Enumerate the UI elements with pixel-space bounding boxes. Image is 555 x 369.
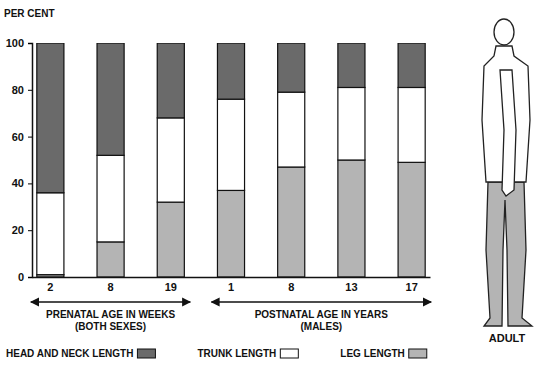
bar-segment: [97, 43, 124, 155]
bar-segment: [338, 160, 365, 277]
bar-segment: [37, 43, 64, 193]
figure-arm: [500, 70, 516, 196]
tick-label: 8: [288, 281, 294, 293]
group-label: POSTNATAL AGE IN YEARS: [255, 309, 389, 320]
group-bracket: [31, 301, 191, 302]
tick: 60: [12, 131, 32, 143]
legend-swatch: [280, 349, 298, 358]
chart: 0 20 40 60 80 100 2 8 19 1 8 13 17 PER CENT PRENATAL A…: [0, 0, 555, 369]
tick-mark: [28, 277, 32, 278]
group-label: (MALES): [300, 321, 342, 332]
tick-label: 13: [345, 281, 357, 293]
tick-mark: [28, 90, 32, 91]
tick: 17: [406, 277, 418, 293]
tick: 8: [288, 277, 294, 293]
legend-label: LEG LENGTH: [340, 348, 404, 359]
tick: 2: [47, 277, 53, 293]
tick-label: 80: [12, 84, 24, 96]
bar-segment: [398, 162, 425, 277]
bar-segment: [37, 193, 64, 275]
axis-line: [33, 277, 431, 279]
tick-label: 17: [406, 281, 418, 293]
bar-segment: [278, 167, 305, 277]
legend: HEAD AND NECK LENGTH TRUNK LENGTH LEG LENG…: [6, 348, 427, 359]
tick-mark: [28, 230, 32, 231]
tick: 40: [12, 177, 32, 189]
bar-segment: [278, 43, 305, 92]
bar-segment: [278, 92, 305, 167]
tick-label: 19: [165, 281, 177, 293]
tick: 1: [228, 277, 234, 293]
series-bars: [37, 43, 425, 193]
tick: 80: [12, 84, 32, 96]
tick: 19: [165, 277, 177, 293]
tick: 13: [345, 277, 357, 293]
tick-label: 40: [12, 177, 24, 189]
bar-segment: [157, 118, 184, 202]
bar-segment: [97, 242, 124, 277]
tick-label: 8: [108, 281, 114, 293]
group: POSTNATAL AGE IN YEARS(MALES): [211, 302, 431, 332]
group-label: (BOTH SEXES): [75, 321, 146, 332]
tick: 8: [108, 277, 114, 293]
legend-label: HEAD AND NECK LENGTH: [6, 348, 133, 359]
bar-segment: [398, 87, 425, 162]
group: PRENATAL AGE IN WEEKS(BOTH SEXES): [31, 302, 191, 332]
legend-swatch: [409, 349, 427, 358]
adult-figure: [482, 19, 532, 326]
tick: 20: [12, 224, 32, 236]
bar-segment: [157, 202, 184, 277]
group-bracket: [211, 301, 431, 302]
y-axis: 0 20 40 60 80 100: [6, 37, 33, 283]
figure-legs: [484, 182, 532, 326]
tick-label: 0: [18, 271, 24, 283]
annotation: ADULT: [489, 332, 526, 344]
bar-segment: [157, 43, 184, 118]
tick-label: 1: [228, 281, 234, 293]
bar-segment: [217, 99, 244, 190]
bar-segment: [398, 43, 425, 87]
figure-head: [494, 19, 514, 45]
axis-line: [28, 44, 33, 278]
x-axis: 2 8 19 1 8 13 17: [33, 277, 431, 293]
group-label: PRENATAL AGE IN WEEKS: [46, 309, 175, 320]
tick-mark: [28, 43, 32, 44]
tick: 0: [18, 271, 32, 283]
tick-label: 20: [12, 224, 24, 236]
tick: 100: [6, 37, 32, 49]
tick-mark: [28, 183, 32, 184]
axis-title: PER CENT: [4, 8, 55, 19]
bar-segment: [97, 155, 124, 242]
bar-segment: [338, 87, 365, 160]
bar-segment: [217, 190, 244, 277]
tick-mark: [28, 137, 32, 138]
tick-label: 2: [47, 281, 53, 293]
tick-label: 100: [6, 37, 24, 49]
legend-swatch: [137, 349, 155, 358]
legend-label: TRUNK LENGTH: [197, 348, 276, 359]
tick-label: 60: [12, 131, 24, 143]
bar-segment: [217, 43, 244, 99]
series-bars: [37, 87, 425, 274]
bars: [37, 43, 425, 277]
bar-segment: [338, 43, 365, 87]
